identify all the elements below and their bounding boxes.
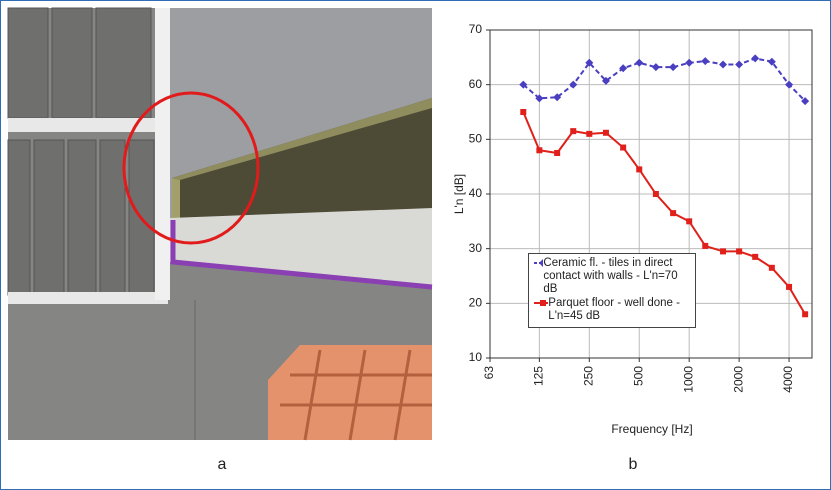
panel-label: b: [629, 456, 638, 473]
point: [735, 60, 744, 69]
x-tick-label: 125: [532, 366, 546, 386]
point: [619, 64, 628, 73]
point: [669, 63, 678, 72]
legend-label: Parquet floor - well done - L'n=45 dB: [548, 297, 680, 322]
y-tick-label: 40: [469, 186, 483, 200]
legend-label: Ceramic fl. - tiles in direct contact wi…: [543, 257, 678, 295]
point: [620, 144, 627, 151]
legend-key: [534, 259, 544, 267]
point: [702, 242, 709, 249]
point: [536, 147, 543, 154]
point: [751, 54, 760, 63]
y-tick-label: 60: [469, 77, 483, 91]
point: [554, 150, 561, 156]
point: [736, 248, 743, 255]
point: [553, 93, 562, 102]
point: [652, 191, 659, 197]
panel-label: a: [218, 456, 227, 473]
point: [601, 76, 610, 85]
legend-marker: [539, 259, 544, 267]
point: [651, 63, 660, 72]
point: [786, 283, 793, 290]
y-tick-label: 10: [469, 350, 483, 364]
point: [752, 253, 759, 260]
plot-frame: [489, 29, 813, 359]
point: [701, 57, 710, 66]
x-tick-label: 250: [581, 366, 595, 386]
x-tick-label: 63: [482, 366, 496, 380]
point: [586, 130, 593, 137]
point: [720, 248, 727, 255]
point: [585, 58, 594, 67]
series: [519, 54, 810, 106]
legend-item: Parquet floor - well done - L'n=45 dB: [533, 297, 691, 323]
x-tick-label: 2000: [731, 366, 745, 393]
y-tick-label: 20: [469, 296, 483, 310]
point: [520, 109, 527, 115]
point: [719, 60, 728, 69]
y-axis-label: L'n [dB]: [452, 174, 466, 214]
point: [685, 58, 694, 67]
point: [802, 311, 809, 318]
photo-a: [7, 7, 433, 441]
x-tick-label: 500: [631, 366, 645, 386]
x-tick-label: 1000: [681, 366, 695, 393]
point: [785, 80, 794, 89]
legend-marker: [540, 300, 546, 306]
point: [602, 129, 609, 136]
x-tick-label: 4000: [781, 366, 795, 393]
point: [636, 166, 643, 173]
point: [801, 97, 810, 106]
y-tick-label: 30: [469, 241, 483, 255]
point: [569, 80, 578, 89]
legend-item: Ceramic fl. - tiles in direct contact wi…: [533, 257, 691, 296]
y-tick-label: 50: [469, 132, 483, 146]
point: [635, 58, 644, 67]
point: [670, 210, 677, 217]
point: [686, 218, 693, 225]
point: [768, 264, 775, 271]
point: [767, 57, 776, 66]
legend-key: [534, 300, 549, 306]
point: [570, 128, 577, 135]
legend: Ceramic fl. - tiles in direct contact wi…: [528, 253, 696, 328]
x-axis-label: Frequency [Hz]: [611, 422, 692, 436]
point: [519, 80, 528, 89]
y-tick-label: 70: [469, 22, 483, 36]
point: [535, 94, 544, 103]
series: [520, 109, 809, 318]
